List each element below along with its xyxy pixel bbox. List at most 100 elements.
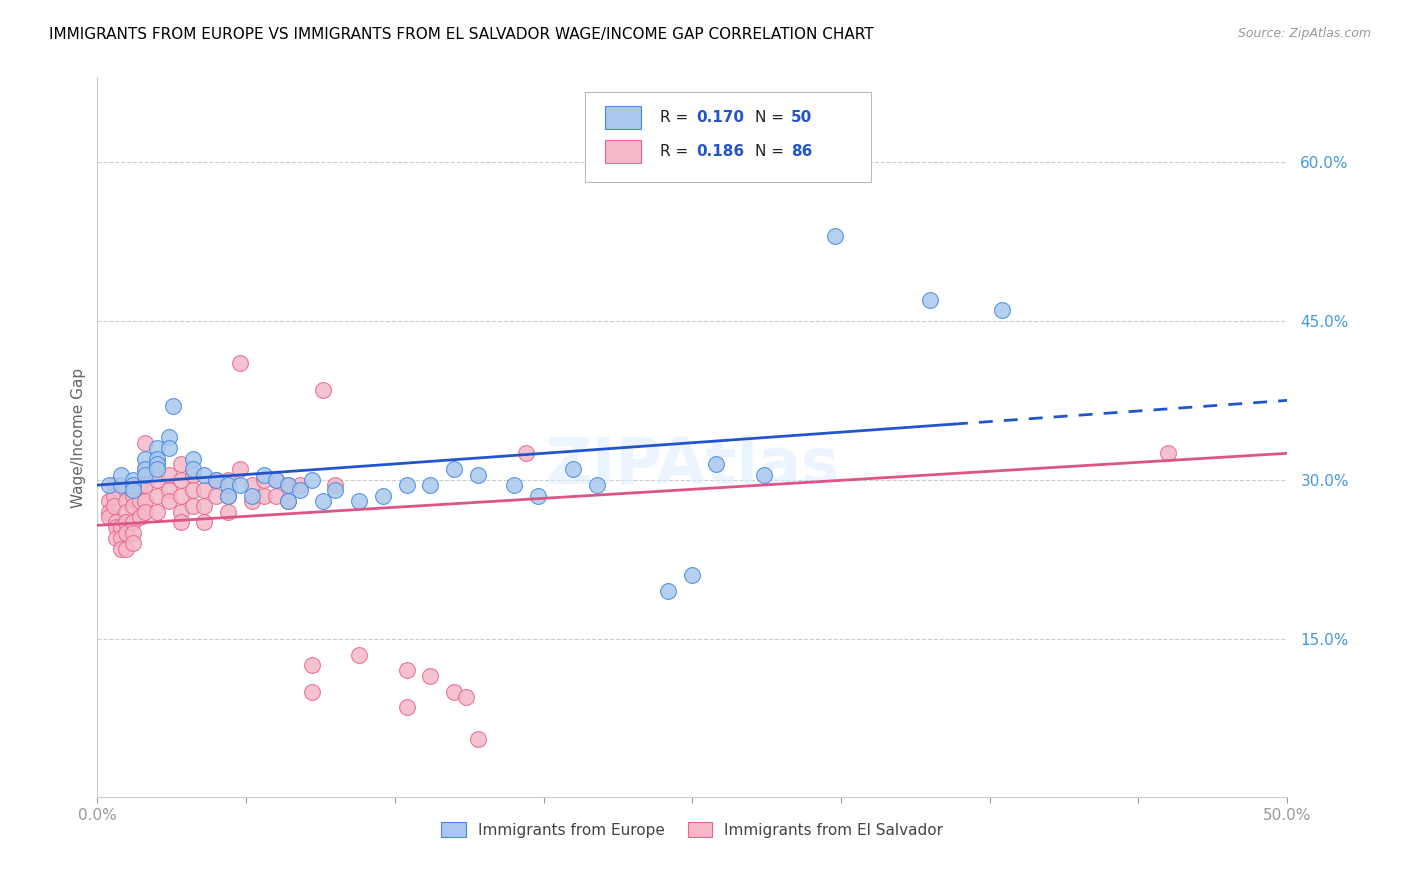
- Point: [301, 658, 323, 673]
- Point: [240, 489, 263, 503]
- Point: [264, 473, 287, 487]
- Point: [134, 478, 156, 492]
- Point: [122, 473, 145, 487]
- Point: [134, 451, 156, 466]
- Point: [98, 504, 121, 518]
- Point: [103, 500, 125, 514]
- Point: [105, 515, 128, 529]
- Point: [193, 467, 215, 482]
- Point: [240, 478, 263, 492]
- Point: [98, 478, 121, 492]
- Point: [502, 478, 524, 492]
- Point: [98, 509, 121, 524]
- Point: [129, 494, 152, 508]
- Point: [456, 690, 478, 704]
- Point: [193, 500, 215, 514]
- Point: [681, 568, 703, 582]
- Point: [146, 441, 169, 455]
- Point: [395, 700, 418, 714]
- Point: [752, 467, 775, 482]
- Point: [419, 478, 441, 492]
- Point: [515, 446, 537, 460]
- Point: [122, 489, 145, 503]
- Point: [347, 494, 370, 508]
- Point: [229, 356, 252, 370]
- Point: [105, 531, 128, 545]
- Text: 0.186: 0.186: [696, 145, 744, 159]
- Point: [990, 303, 1012, 318]
- Point: [110, 478, 132, 492]
- Point: [157, 467, 180, 482]
- Point: [115, 504, 138, 518]
- Point: [562, 462, 585, 476]
- FancyBboxPatch shape: [606, 140, 641, 163]
- Text: Source: ZipAtlas.com: Source: ZipAtlas.com: [1237, 27, 1371, 40]
- Text: ZIPAtlas: ZIPAtlas: [546, 435, 839, 497]
- Point: [277, 478, 299, 492]
- Point: [920, 293, 942, 307]
- Point: [157, 430, 180, 444]
- Point: [169, 473, 191, 487]
- Point: [110, 531, 132, 545]
- Point: [122, 478, 145, 492]
- Point: [169, 515, 191, 529]
- Point: [103, 489, 125, 503]
- Point: [467, 467, 489, 482]
- Point: [115, 494, 138, 508]
- Point: [129, 478, 152, 492]
- Point: [122, 483, 145, 498]
- Point: [122, 500, 145, 514]
- Point: [134, 504, 156, 518]
- Point: [586, 478, 609, 492]
- Point: [157, 494, 180, 508]
- Point: [347, 648, 370, 662]
- Point: [146, 504, 169, 518]
- Point: [277, 478, 299, 492]
- Point: [323, 483, 346, 498]
- Point: [115, 483, 138, 498]
- Point: [146, 489, 169, 503]
- Point: [122, 478, 145, 492]
- Point: [657, 584, 679, 599]
- Point: [115, 515, 138, 529]
- Point: [122, 525, 145, 540]
- Point: [110, 541, 132, 556]
- Point: [264, 489, 287, 503]
- Text: N =: N =: [755, 145, 789, 159]
- Point: [217, 489, 239, 503]
- Point: [193, 483, 215, 498]
- Point: [776, 134, 799, 148]
- Point: [264, 473, 287, 487]
- Point: [371, 489, 394, 503]
- Point: [169, 504, 191, 518]
- Point: [146, 462, 169, 476]
- FancyBboxPatch shape: [606, 105, 641, 128]
- Text: IMMIGRANTS FROM EUROPE VS IMMIGRANTS FROM EL SALVADOR WAGE/INCOME GAP CORRELATIO: IMMIGRANTS FROM EUROPE VS IMMIGRANTS FRO…: [49, 27, 875, 42]
- Point: [312, 494, 335, 508]
- Point: [146, 473, 169, 487]
- Point: [240, 494, 263, 508]
- Point: [110, 520, 132, 534]
- Point: [105, 520, 128, 534]
- Point: [205, 489, 228, 503]
- Text: 0.170: 0.170: [696, 110, 744, 125]
- Point: [253, 489, 276, 503]
- FancyBboxPatch shape: [585, 92, 870, 182]
- Point: [122, 515, 145, 529]
- Point: [146, 457, 169, 471]
- Point: [169, 489, 191, 503]
- Point: [134, 435, 156, 450]
- Point: [443, 462, 465, 476]
- Point: [253, 473, 276, 487]
- Point: [288, 478, 311, 492]
- Point: [301, 473, 323, 487]
- Point: [277, 494, 299, 508]
- Point: [288, 483, 311, 498]
- Text: 86: 86: [792, 145, 813, 159]
- Point: [162, 399, 184, 413]
- Point: [169, 457, 191, 471]
- Point: [277, 494, 299, 508]
- Point: [122, 536, 145, 550]
- Point: [229, 462, 252, 476]
- Point: [146, 451, 169, 466]
